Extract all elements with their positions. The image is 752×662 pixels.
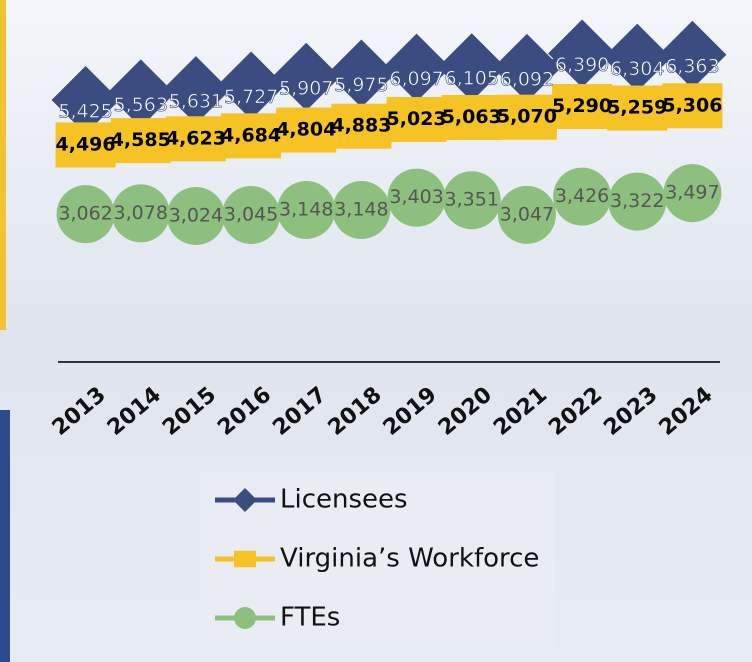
data-label: 6,092: [500, 68, 554, 90]
square-marker: [165, 116, 226, 162]
side-block: [0, 410, 10, 662]
square-marker: [221, 113, 282, 159]
square-marker: [386, 96, 447, 142]
diamond-marker: [272, 42, 341, 111]
diamond-marker: [603, 23, 672, 92]
square-marker: [552, 84, 613, 130]
data-label: 3,024: [169, 204, 223, 226]
data-label: 3,148: [334, 198, 388, 220]
data-label: 5,306: [662, 94, 722, 116]
data-label: 3,078: [114, 202, 168, 224]
data-label: 4,496: [56, 133, 116, 155]
data-label: 4,883: [331, 115, 391, 137]
data-label: 3,426: [555, 185, 609, 207]
square-marker: [441, 95, 502, 141]
diamond-marker: [106, 59, 175, 128]
data-label: 5,070: [497, 106, 557, 128]
data-label: 6,105: [445, 68, 499, 90]
data-label: 6,304: [610, 58, 664, 80]
legend-label: Licensees: [280, 485, 408, 515]
circle-marker: [222, 185, 281, 244]
circle-marker: [277, 180, 336, 239]
diamond-marker: [437, 33, 506, 102]
diamond-marker: [492, 33, 561, 102]
side-accent: [0, 0, 6, 330]
data-label: 3,351: [445, 189, 499, 211]
circle-marker: [56, 185, 115, 244]
data-label: 5,907: [279, 77, 333, 99]
data-label: 5,290: [552, 95, 612, 117]
data-label: 5,563: [114, 94, 168, 116]
circle-marker: [442, 171, 501, 230]
circle-marker: [111, 184, 170, 243]
diamond-marker: [382, 33, 451, 102]
legend-label: Virginia’s Workforce: [280, 544, 539, 574]
square-marker: [496, 94, 557, 140]
circle-marker: [332, 180, 391, 239]
diamond-marker: [217, 51, 286, 120]
circle-marker: [663, 164, 722, 223]
data-label: 6,363: [665, 55, 719, 77]
data-label: 3,148: [279, 198, 333, 220]
circle-marker: [234, 607, 256, 629]
legend-label: FTEs: [280, 603, 340, 633]
circle-marker: [608, 172, 667, 231]
circle-marker: [166, 186, 225, 245]
data-label: 5,023: [387, 108, 447, 130]
circle-marker: [553, 167, 612, 226]
data-label: 3,045: [224, 203, 278, 225]
square-marker: [234, 550, 256, 568]
data-label: 5,631: [169, 91, 223, 113]
data-label: 4,623: [166, 127, 226, 149]
data-label: 5,259: [607, 97, 667, 119]
data-label: 3,497: [665, 182, 719, 204]
square-marker: [331, 103, 392, 149]
data-label: 3,322: [610, 190, 664, 212]
data-label: 4,804: [276, 119, 336, 141]
data-label: 5,975: [334, 74, 388, 96]
data-label: 5,063: [442, 106, 502, 128]
data-label: 4,585: [111, 129, 171, 151]
diamond-marker: [233, 488, 257, 512]
circle-marker: [497, 185, 556, 244]
data-label: 3,403: [389, 186, 443, 208]
diamond-marker: [548, 19, 617, 88]
data-label: 6,390: [555, 54, 609, 76]
diamond-marker: [658, 20, 727, 89]
data-label: 4,684: [221, 124, 281, 146]
square-marker: [110, 118, 171, 164]
data-label: 3,062: [58, 203, 112, 225]
square-marker: [276, 107, 337, 153]
data-label: 6,097: [389, 68, 443, 90]
square-marker: [662, 83, 723, 129]
data-label: 5,425: [58, 101, 112, 123]
square-marker: [55, 122, 116, 168]
data-label: 3,047: [500, 203, 554, 225]
diamond-marker: [161, 56, 230, 125]
circle-marker: [387, 168, 446, 227]
square-marker: [607, 85, 668, 131]
data-label: 5,727: [224, 86, 278, 108]
diamond-marker: [327, 39, 396, 108]
diamond-marker: [51, 66, 120, 135]
